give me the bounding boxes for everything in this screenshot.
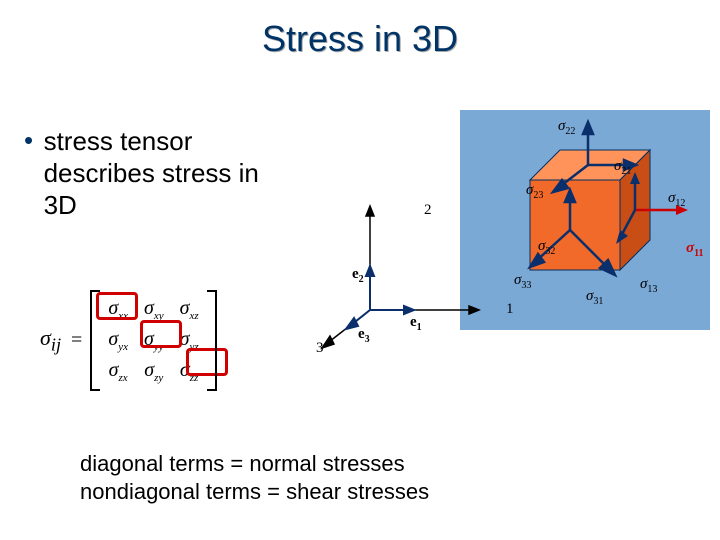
label-sigma33: σ33: [514, 272, 531, 291]
bullet-text: stress tensor describes stress in 3D: [44, 125, 294, 221]
explanation-text: diagonal terms = normal stresses nondiag…: [80, 450, 429, 506]
axis-label-3: 3: [316, 340, 324, 357]
table-row: σyx σyy σyz: [100, 325, 206, 356]
table-row: σzx σzy σzz: [100, 356, 206, 387]
label-sigma32: σ32: [538, 238, 555, 257]
stress-tensor-equation: σij = σxx σxy σxz σyx σyy σyz σzx σzy σz…: [40, 290, 217, 391]
label-sigma31: σ31: [586, 288, 603, 307]
label-sigma11: σ11: [686, 240, 704, 259]
line-nondiagonal: nondiagonal terms = shear stresses: [80, 478, 429, 506]
sigma-symbol: σ: [40, 325, 51, 350]
axis-label-e3: e3: [358, 326, 370, 345]
axis-label-1: 1: [506, 301, 514, 318]
label-sigma21: σ21: [614, 158, 631, 177]
axis-label-e1: e1: [410, 314, 422, 333]
label-sigma12: σ12: [668, 190, 685, 209]
axis-label-2: 2: [424, 202, 432, 219]
table-row: σxx σxy σxz: [100, 294, 206, 325]
label-sigma13: σ13: [640, 276, 657, 295]
bullet-dot-icon: •: [24, 125, 33, 155]
bullet-row: • stress tensor describes stress in 3D: [24, 125, 324, 221]
slide-title: Stress in 3D: [0, 0, 720, 60]
label-sigma23: σ23: [526, 182, 543, 201]
stress-matrix: σxx σxy σxz σyx σyy σyz σzx σzy σzz: [100, 294, 206, 387]
equals-sign: =: [71, 329, 82, 352]
diagram-svg: [310, 110, 710, 390]
matrix-bracket: σxx σxy σxz σyx σyy σyz σzx σzy σzz: [90, 290, 216, 391]
sigma-subscript: ij: [51, 335, 61, 355]
stress-cube-diagram: 2 3 1 e2 e1 e3 σ22 σ21 σ23 σ12 σ32 σ11 σ…: [310, 110, 710, 390]
axis-label-e2: e2: [352, 266, 364, 285]
equation-lhs: σij: [40, 325, 61, 355]
line-diagonal: diagonal terms = normal stresses: [80, 450, 429, 478]
label-sigma22: σ22: [558, 118, 575, 137]
